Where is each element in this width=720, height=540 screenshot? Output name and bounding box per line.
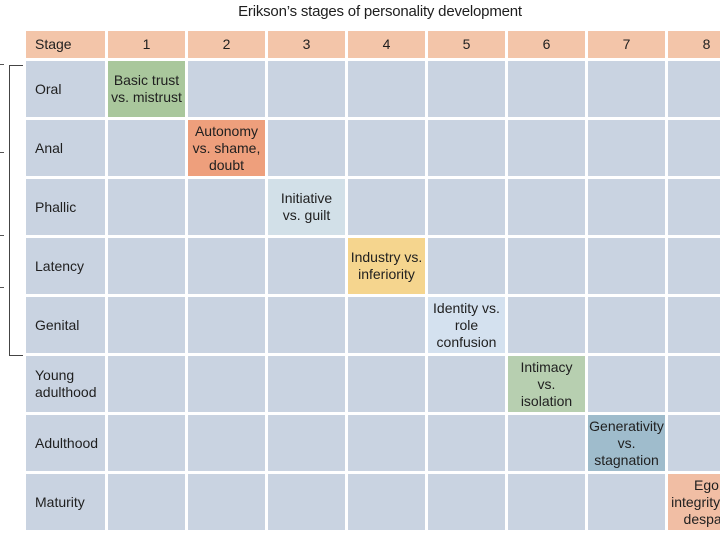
- empty-cell: [188, 356, 265, 412]
- empty-cell: [428, 238, 505, 294]
- row-label: Young adulthood: [26, 356, 105, 412]
- empty-cell: [188, 415, 265, 471]
- crisis-cell: Generativity vs. stagnation: [588, 415, 665, 471]
- empty-cell: [588, 61, 665, 117]
- crisis-text: Intimacy vs. isolation: [520, 358, 573, 409]
- empty-cell: [188, 61, 265, 117]
- stage-header: Stage: [26, 31, 105, 58]
- page-title: Erikson’s stages of personality developm…: [238, 3, 522, 20]
- empty-cell: [268, 61, 345, 117]
- empty-cell: [668, 238, 720, 294]
- empty-cell: [428, 415, 505, 471]
- stage-number-header: 2: [188, 31, 265, 58]
- empty-cell: [508, 415, 585, 471]
- empty-cell: [108, 120, 185, 176]
- stage-number-header: 7: [588, 31, 665, 58]
- empty-cell: [508, 238, 585, 294]
- crisis-text: Initiative vs. guilt: [280, 190, 333, 223]
- row-label: Phallic: [26, 179, 105, 235]
- crisis-text: Generativity vs. stagnation: [589, 417, 664, 468]
- empty-cell: [188, 238, 265, 294]
- edge-tick: [0, 287, 4, 288]
- empty-cell: [588, 356, 665, 412]
- empty-cell: [428, 474, 505, 530]
- empty-cell: [508, 61, 585, 117]
- empty-cell: [268, 356, 345, 412]
- empty-cell: [668, 356, 720, 412]
- empty-cell: [268, 415, 345, 471]
- crisis-cell: Identity vs. role confusion: [428, 297, 505, 353]
- empty-cell: [108, 297, 185, 353]
- crisis-text: Basic trust vs. mistrust: [111, 72, 182, 105]
- empty-cell: [188, 474, 265, 530]
- empty-cell: [668, 415, 720, 471]
- empty-cell: [108, 474, 185, 530]
- empty-cell: [508, 179, 585, 235]
- empty-cell: [508, 474, 585, 530]
- empty-cell: [268, 297, 345, 353]
- empty-cell: [108, 238, 185, 294]
- row-label: Anal: [26, 120, 105, 176]
- crisis-text: Identity vs. role confusion: [433, 299, 500, 350]
- empty-cell: [268, 238, 345, 294]
- empty-cell: [268, 474, 345, 530]
- edge-tick: [0, 235, 4, 236]
- row-label: Latency: [26, 238, 105, 294]
- crisis-cell: Ego integrity vs. despair: [668, 474, 720, 530]
- crisis-cell: Industry vs. inferiority: [348, 238, 425, 294]
- empty-cell: [188, 297, 265, 353]
- psychosexual-bracket: [9, 65, 23, 356]
- stage-number-header: 3: [268, 31, 345, 58]
- empty-cell: [668, 297, 720, 353]
- stage-number-header: 1: [108, 31, 185, 58]
- empty-cell: [108, 356, 185, 412]
- empty-cell: [428, 356, 505, 412]
- empty-cell: [348, 415, 425, 471]
- empty-cell: [668, 120, 720, 176]
- row-label: Maturity: [26, 474, 105, 530]
- crisis-cell: Basic trust vs. mistrust: [108, 61, 185, 117]
- crisis-text: Industry vs. inferiority: [350, 249, 423, 282]
- crisis-text: Autonomy vs. shame, doubt: [192, 122, 261, 173]
- edge-tick: [0, 152, 4, 153]
- empty-cell: [348, 297, 425, 353]
- empty-cell: [668, 61, 720, 117]
- empty-cell: [588, 120, 665, 176]
- row-label: Genital: [26, 297, 105, 353]
- empty-cell: [588, 179, 665, 235]
- stage-number-header: 4: [348, 31, 425, 58]
- empty-cell: [348, 120, 425, 176]
- stage-number-header: 5: [428, 31, 505, 58]
- row-label: Adulthood: [26, 415, 105, 471]
- crisis-cell: Initiative vs. guilt: [268, 179, 345, 235]
- crisis-cell: Autonomy vs. shame, doubt: [188, 120, 265, 176]
- empty-cell: [588, 474, 665, 530]
- empty-cell: [508, 120, 585, 176]
- empty-cell: [108, 179, 185, 235]
- empty-cell: [268, 120, 345, 176]
- row-label: Oral: [26, 61, 105, 117]
- empty-cell: [348, 61, 425, 117]
- crisis-text: Ego integrity vs. despair: [671, 476, 720, 527]
- empty-cell: [108, 415, 185, 471]
- crisis-cell: Intimacy vs. isolation: [508, 356, 585, 412]
- empty-cell: [188, 179, 265, 235]
- empty-cell: [428, 61, 505, 117]
- empty-cell: [348, 179, 425, 235]
- empty-cell: [588, 238, 665, 294]
- empty-cell: [668, 179, 720, 235]
- empty-cell: [348, 474, 425, 530]
- empty-cell: [508, 297, 585, 353]
- empty-cell: [588, 297, 665, 353]
- empty-cell: [428, 120, 505, 176]
- stages-table: Stage 1 2 3 4 5 6 7 8 Oral Basic trust vs. mistru…: [26, 31, 720, 530]
- empty-cell: [428, 179, 505, 235]
- stage-number-header: 6: [508, 31, 585, 58]
- stage-number-header: 8: [668, 31, 720, 58]
- empty-cell: [348, 356, 425, 412]
- edge-tick: [0, 64, 4, 65]
